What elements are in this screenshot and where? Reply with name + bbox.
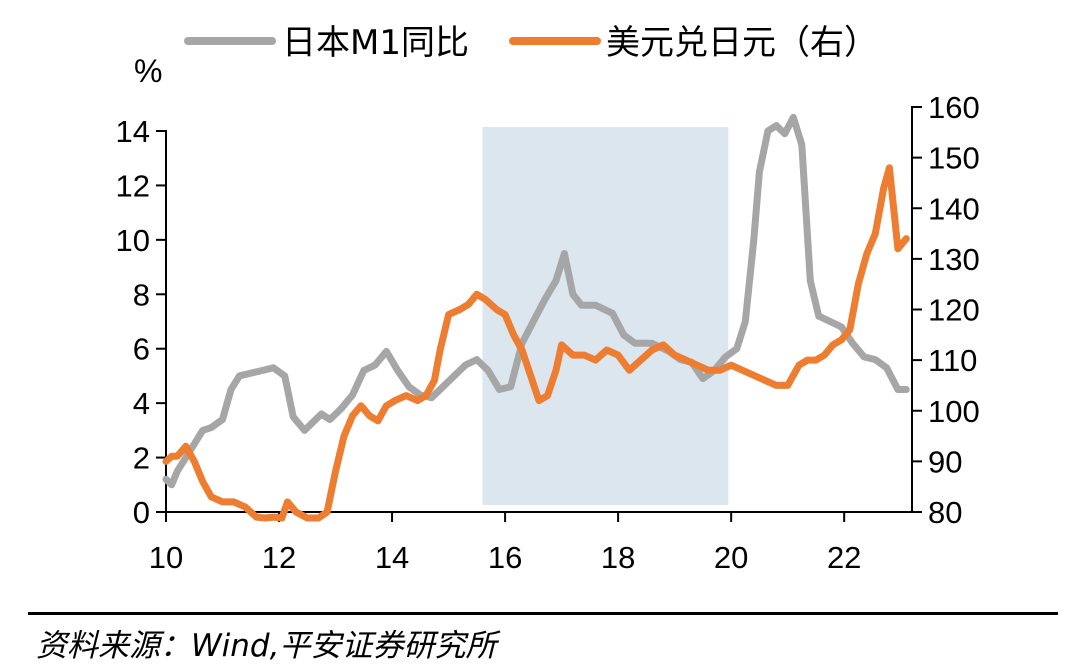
left-y-tick-label: 14: [116, 114, 150, 149]
shaded-period: [482, 127, 729, 505]
x-tick-label: 18: [601, 540, 635, 575]
legend-label-usdjpy: 美元兑日元（右）: [606, 23, 878, 63]
source-divider: [28, 612, 1058, 615]
series-line-m1: [162, 113, 910, 489]
x-tick-label: 22: [827, 540, 861, 575]
right-y-tick-label: 150: [928, 141, 980, 176]
series-line-usdjpy: [162, 164, 910, 522]
right-y-tick-label: 110: [928, 343, 977, 378]
right-y-tick-label: 100: [928, 394, 980, 429]
left-y-tick-label: 12: [116, 168, 150, 203]
legend-label-m1: 日本M1同比: [282, 23, 469, 63]
left-y-tick-label: 0: [133, 495, 150, 530]
right-y-tick-label: 140: [928, 191, 980, 226]
left-y-tick-label: 6: [133, 332, 150, 367]
right-y-tick-label: 160: [928, 90, 980, 125]
left-y-tick-label: 2: [133, 441, 150, 476]
left-y-tick-label: 10: [116, 223, 150, 258]
legend: 日本M1同比 美元兑日元（右）: [184, 23, 878, 63]
x-tick-label: 16: [488, 540, 522, 575]
x-tick-label: 12: [262, 540, 296, 575]
left-y-tick-label: 8: [133, 277, 150, 312]
right-y-tick-label: 130: [928, 242, 980, 277]
x-tick-label: 10: [149, 540, 183, 575]
x-tick-label: 20: [714, 540, 748, 575]
right-y-tick-label: 120: [928, 293, 980, 328]
source-note: 资料来源：Wind,平安证券研究所: [36, 628, 497, 664]
left-y-tick-label: 4: [133, 386, 150, 421]
right-y-tick-label: 90: [928, 444, 962, 479]
right-y-tick-label: 80: [928, 495, 962, 530]
y-unit-label: %: [134, 53, 162, 89]
x-tick-label: 14: [375, 540, 409, 575]
